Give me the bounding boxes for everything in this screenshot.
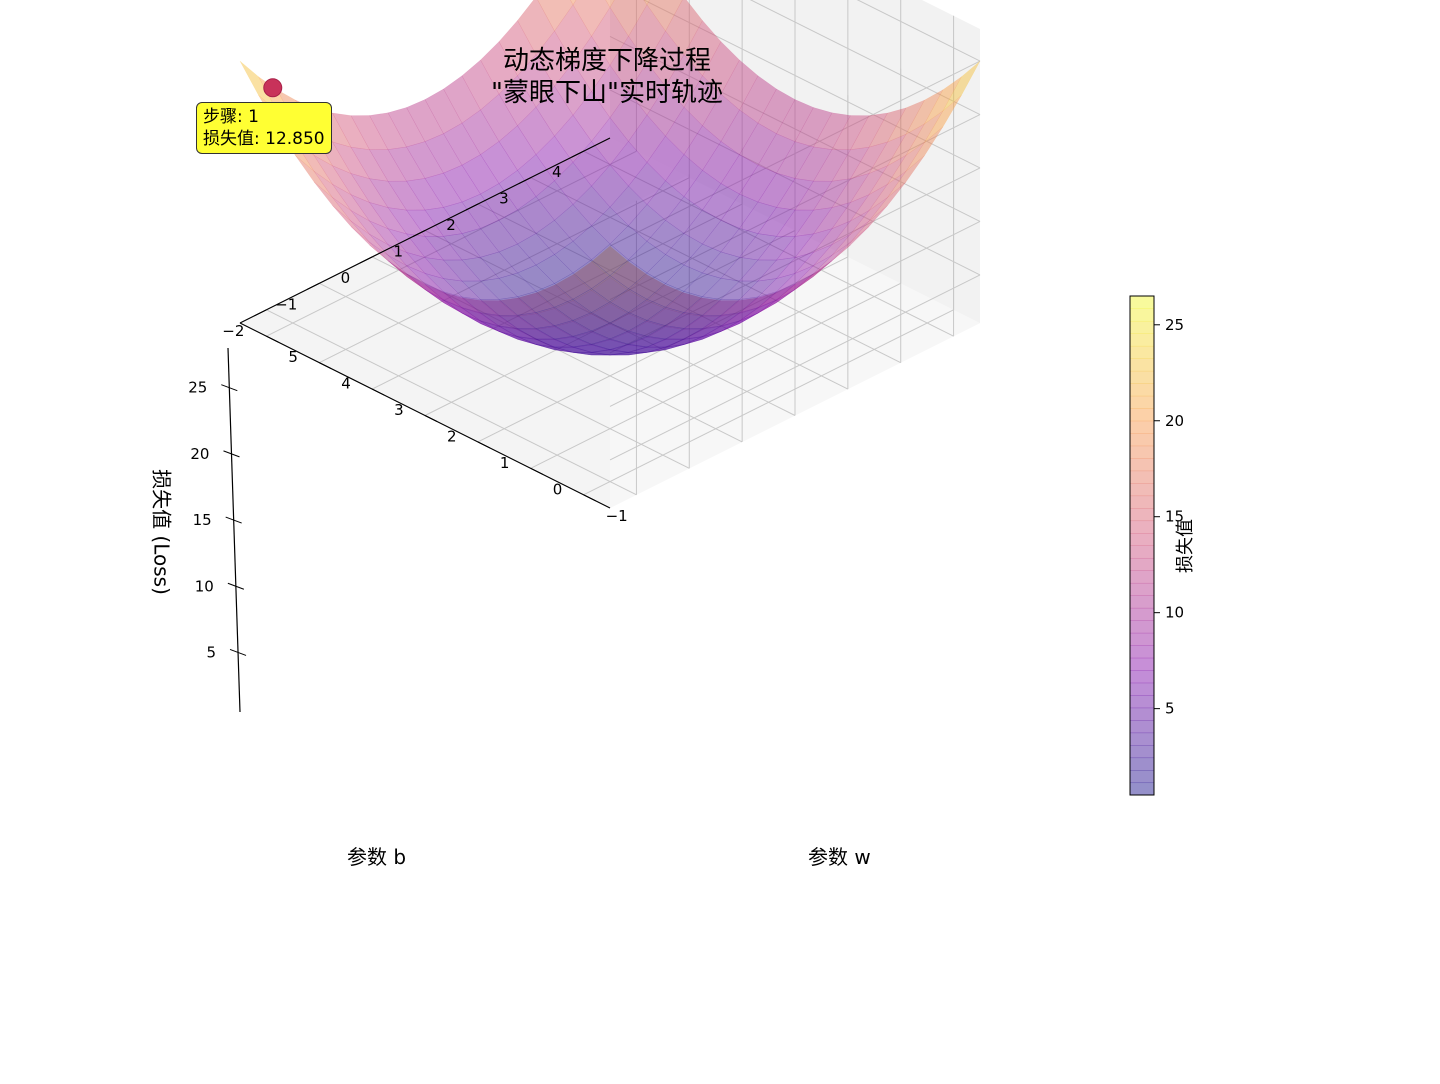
w-tick-label: 3 (394, 401, 404, 419)
colorbar-band (1130, 371, 1154, 384)
colorbar-band (1130, 645, 1154, 658)
colorbar-band (1130, 595, 1154, 608)
step-counter: 步骤: 1 (203, 106, 325, 128)
colorbar-band (1130, 446, 1154, 459)
colorbar-tick-label: 25 (1165, 316, 1184, 334)
axis-line (228, 348, 240, 712)
z-tick-label: 5 (206, 643, 216, 661)
colorbar-band (1130, 670, 1154, 683)
colorbar-band (1130, 496, 1154, 509)
colorbar-band (1130, 570, 1154, 583)
colorbar-band (1130, 421, 1154, 434)
colorbar-band (1130, 346, 1154, 359)
colorbar-band (1130, 708, 1154, 721)
b-tick-label: 4 (552, 163, 562, 181)
z-tick-label: 25 (188, 379, 207, 397)
b-tick-label: 3 (499, 190, 509, 208)
z-tick-label: 10 (195, 577, 214, 595)
b-axis-label: 参数 b (347, 841, 406, 870)
b-tick-label: 2 (446, 216, 456, 234)
colorbar-band (1130, 458, 1154, 471)
colorbar-band (1130, 396, 1154, 409)
colorbar-band (1130, 321, 1154, 334)
colorbar-band (1130, 308, 1154, 321)
colorbar-band (1130, 783, 1154, 796)
colorbar-band (1130, 483, 1154, 496)
w-tick-label: 1 (500, 454, 510, 472)
w-tick-label: 2 (447, 428, 457, 446)
colorbar-band (1130, 333, 1154, 346)
colorbar-band (1130, 720, 1154, 733)
colorbar-band (1130, 533, 1154, 546)
w-tick-label: 0 (553, 480, 563, 498)
colorbar-band (1130, 695, 1154, 708)
step-info-box: 步骤: 1 损失值: 12.850 (196, 102, 332, 154)
colorbar-band (1130, 508, 1154, 521)
colorbar-band (1130, 383, 1154, 396)
colorbar-band (1130, 683, 1154, 696)
b-tick-label: 0 (341, 269, 351, 287)
w-tick-label: −1 (606, 507, 628, 525)
colorbar-band (1130, 358, 1154, 371)
colorbar-band (1130, 558, 1154, 571)
colorbar-band (1130, 633, 1154, 646)
colorbar-band (1130, 521, 1154, 534)
colorbar-band (1130, 296, 1154, 309)
colorbar-band (1130, 583, 1154, 596)
colorbar-tick-label: 20 (1165, 412, 1184, 430)
z-axis-label: 损失值 (Loss) (149, 469, 178, 595)
loss-readout: 损失值: 12.850 (203, 128, 325, 150)
z-tick-label: 15 (193, 511, 212, 529)
colorbar-band (1130, 433, 1154, 446)
b-tick-label: −1 (275, 295, 297, 313)
colorbar-band (1130, 658, 1154, 671)
chart-title-line2: "蒙眼下山"实时轨迹 (0, 72, 1214, 109)
colorbar-band (1130, 770, 1154, 783)
colorbar-band (1130, 546, 1154, 559)
w-tick-label: 4 (341, 375, 351, 393)
colorbar-band (1130, 733, 1154, 746)
colorbar-label: 损失值 (1171, 519, 1197, 573)
colorbar-band (1130, 620, 1154, 633)
colorbar-tick-label: 5 (1165, 700, 1175, 718)
colorbar-band (1130, 745, 1154, 758)
colorbar-band (1130, 471, 1154, 484)
b-tick-label: 1 (393, 243, 403, 261)
b-tick-label: −2 (222, 322, 244, 340)
w-axis-label: 参数 w (808, 841, 871, 870)
z-tick-label: 20 (190, 445, 209, 463)
w-tick-label: 5 (288, 348, 298, 366)
colorbar-band (1130, 408, 1154, 421)
colorbar-tick-label: 10 (1165, 604, 1184, 622)
colorbar-band (1130, 608, 1154, 621)
colorbar-band (1130, 758, 1154, 771)
